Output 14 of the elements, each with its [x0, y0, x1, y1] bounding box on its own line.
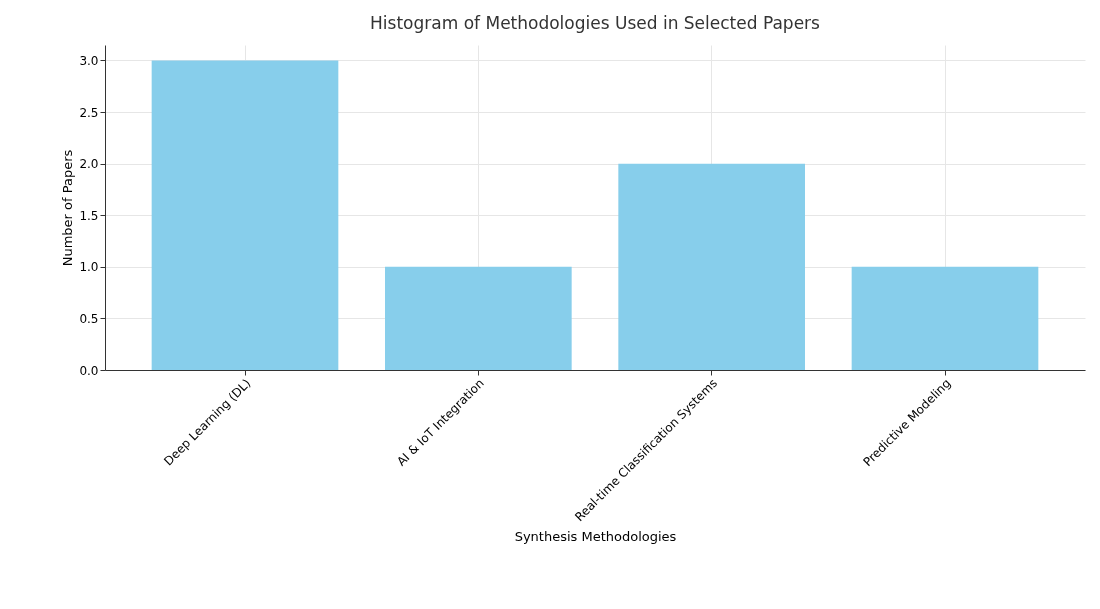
bar — [851, 266, 1039, 370]
chart-title: Histogram of Methodologies Used in Selected Papers — [370, 13, 821, 33]
bar — [151, 60, 339, 370]
x-axis-title: Synthesis Methodologies — [514, 529, 677, 545]
y-tick-label: 1.5 — [79, 208, 99, 223]
y-axis-title: Number of Papers — [60, 149, 76, 267]
bar — [618, 163, 805, 370]
y-tick-label: 3.0 — [79, 53, 99, 68]
y-tick-label: 0.0 — [79, 363, 99, 378]
y-tick-label: 2.0 — [79, 157, 99, 172]
y-tick-label: 0.5 — [79, 311, 99, 326]
y-tick-label: 1.0 — [79, 260, 99, 275]
bar — [385, 266, 572, 370]
y-tick-label: 2.5 — [79, 105, 99, 120]
